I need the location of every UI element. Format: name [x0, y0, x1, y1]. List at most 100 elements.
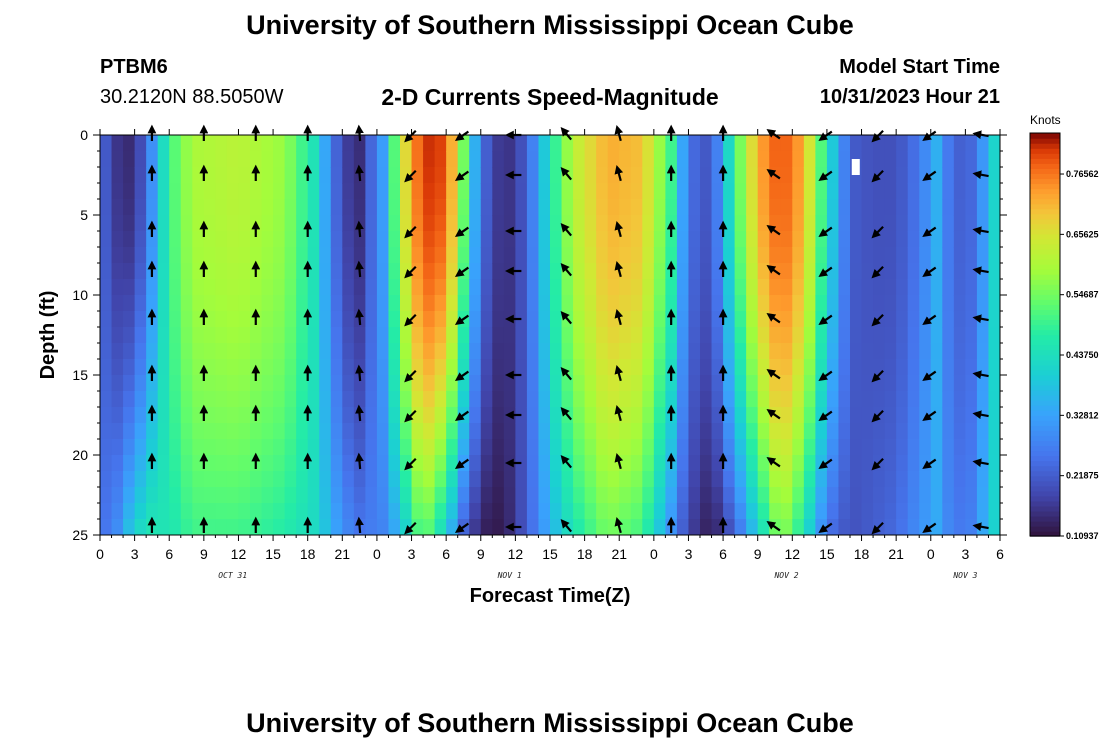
heatmap-cell — [700, 311, 713, 328]
heatmap-cell — [284, 455, 297, 472]
heatmap-cell — [930, 391, 943, 408]
missing-data-marker — [851, 159, 860, 175]
heatmap-cell — [365, 247, 378, 264]
heatmap-cell — [411, 375, 424, 392]
heatmap-cell — [815, 487, 828, 504]
colorbar-swatch — [1030, 163, 1060, 169]
heatmap-cell — [376, 151, 390, 168]
heatmap-cell — [826, 375, 840, 392]
heatmap-cell — [746, 375, 759, 392]
heatmap-cell — [746, 343, 759, 360]
heatmap-cell — [803, 391, 816, 408]
heatmap-cell — [896, 199, 909, 216]
heatmap-cell — [988, 183, 1000, 200]
current-vector-arrow — [922, 410, 937, 421]
heatmap-cell — [342, 263, 355, 280]
heatmap-cell — [861, 263, 874, 280]
heatmap-cell — [792, 295, 805, 312]
heatmap-cell — [111, 359, 124, 376]
heatmap-cell — [861, 519, 874, 535]
colorbar-tick-label: 0.43750 — [1066, 350, 1099, 360]
heatmap-cell — [480, 455, 493, 472]
heatmap-cell — [792, 455, 805, 472]
heatmap-cell — [376, 215, 390, 232]
heatmap-cell — [526, 151, 540, 168]
heatmap-cell — [423, 503, 436, 520]
heatmap-cell — [815, 279, 828, 296]
heatmap-cell — [446, 151, 459, 168]
heatmap-cell — [850, 407, 863, 424]
current-vector-arrow — [818, 170, 833, 181]
heatmap-cell — [526, 183, 540, 200]
heatmap-cell — [284, 135, 297, 152]
x-tick-label: 21 — [611, 546, 627, 562]
heatmap-cell — [896, 391, 909, 408]
heatmap-cell — [515, 183, 528, 200]
heatmap-cell — [676, 503, 690, 520]
heatmap-cell — [296, 311, 309, 328]
heatmap-cell — [388, 455, 401, 472]
heatmap-cell — [192, 151, 205, 168]
heatmap-cell — [930, 199, 943, 216]
heatmap-cell — [215, 247, 228, 264]
heatmap-cell — [169, 519, 182, 535]
heatmap-cell — [965, 503, 978, 520]
day-label: NOV 2 — [773, 571, 798, 580]
heatmap-cell — [550, 183, 563, 200]
heatmap-cell — [480, 519, 493, 535]
heatmap-cell — [976, 135, 990, 152]
heatmap-cell — [365, 391, 378, 408]
heatmap-cell — [630, 215, 643, 232]
heatmap-cell — [400, 359, 413, 376]
heatmap-cell — [896, 167, 909, 184]
heatmap-cell — [157, 263, 170, 280]
heatmap-cell — [342, 135, 355, 152]
heatmap-cell — [503, 487, 516, 504]
heatmap-cell — [596, 503, 609, 520]
colorbar-swatch — [1030, 495, 1060, 502]
heatmap-cell — [100, 471, 113, 488]
heatmap-cell — [261, 359, 274, 376]
heatmap-cell — [411, 407, 424, 424]
heatmap-cell — [273, 327, 286, 344]
heatmap-cell — [896, 183, 909, 200]
heatmap-cell — [711, 391, 724, 408]
heatmap-cell — [942, 167, 955, 184]
heatmap-cell — [203, 311, 216, 328]
heatmap-cell — [238, 407, 251, 424]
heatmap-cell — [342, 295, 355, 312]
heatmap-cell — [734, 295, 747, 312]
x-tick-label: 6 — [996, 546, 1004, 562]
heatmap-cell — [365, 375, 378, 392]
heatmap-cell — [365, 151, 378, 168]
heatmap-cell — [284, 487, 297, 504]
heatmap-cell — [134, 487, 147, 504]
current-vector-arrow — [560, 263, 573, 277]
heatmap-cell — [469, 455, 482, 472]
heatmap-cell — [180, 295, 193, 312]
heatmap-cell — [711, 311, 724, 328]
heatmap-cell — [446, 135, 459, 152]
heatmap-cell — [296, 391, 309, 408]
heatmap-cell — [757, 295, 770, 312]
heatmap-cell — [411, 471, 424, 488]
heatmap-cell — [850, 327, 863, 344]
x-tick-label: 21 — [888, 546, 904, 562]
heatmap-cell — [492, 471, 505, 488]
heatmap-cell — [642, 423, 655, 440]
next-chart-title: University of Southern Mississippi Ocean… — [246, 708, 854, 738]
heatmap-cell — [319, 311, 332, 328]
heatmap-cell — [676, 359, 690, 376]
heatmap-cell — [388, 279, 401, 296]
heatmap-cell — [907, 247, 920, 264]
heatmap-cell — [976, 471, 990, 488]
heatmap-cell — [676, 375, 690, 392]
heatmap-cell — [411, 231, 424, 248]
current-vector-arrow — [560, 167, 573, 181]
heatmap-cell — [723, 327, 736, 344]
heatmap-cell — [100, 247, 113, 264]
heatmap-cell — [261, 327, 274, 344]
heatmap-cell — [526, 295, 540, 312]
colorbar-swatch — [1030, 465, 1060, 472]
heatmap-cell — [919, 471, 932, 488]
